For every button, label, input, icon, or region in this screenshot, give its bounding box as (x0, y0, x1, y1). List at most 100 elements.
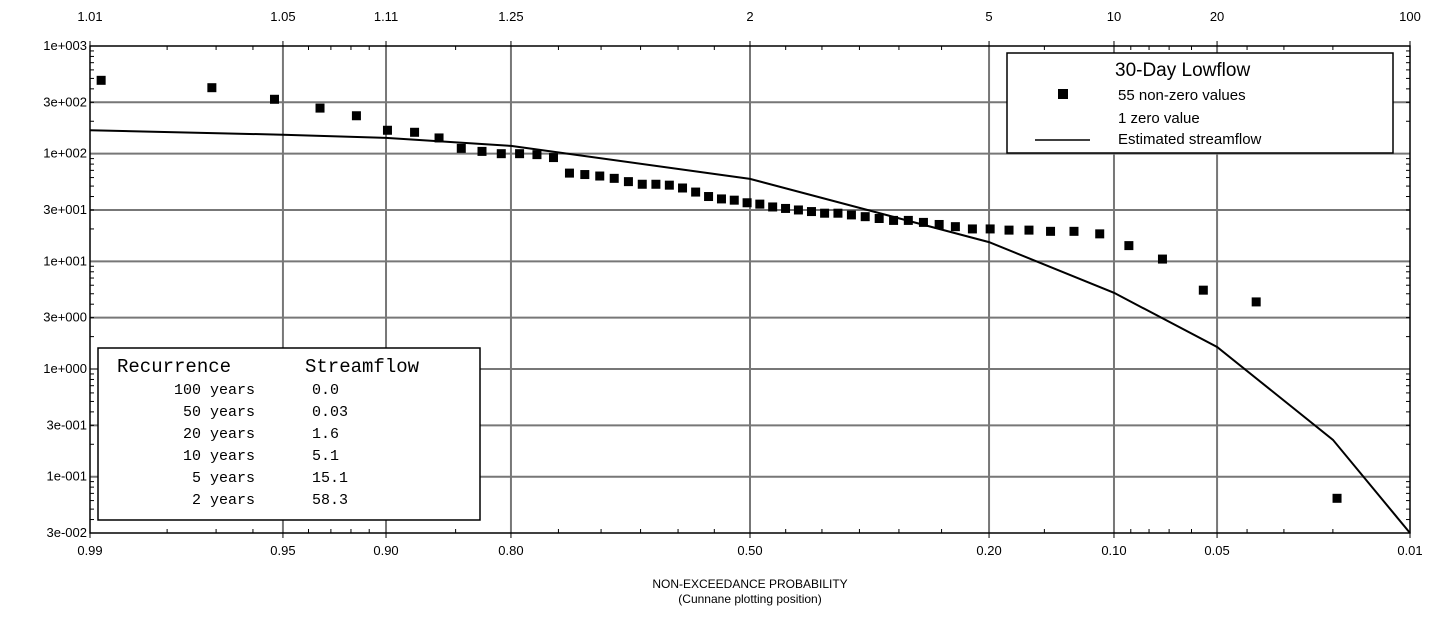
observed-point (595, 171, 605, 181)
observed-point (315, 103, 325, 113)
return-period-tick-label: 20 (1210, 9, 1224, 24)
x-tick-label: 0.99 (77, 543, 102, 558)
observed-point (410, 127, 420, 137)
observed-point (678, 183, 688, 193)
observed-point (564, 168, 574, 178)
legend-estimated-label: Estimated streamflow (1118, 131, 1262, 148)
return-period-tick-label: 1.25 (498, 9, 523, 24)
y-axis: 1e+003 3e+002 1e+002 3e+001 1e+001 3e+000 1e+0… (43, 38, 87, 540)
x-tick-label: 0.90 (373, 543, 398, 558)
observed-point (664, 180, 674, 190)
observed-point (1157, 254, 1167, 264)
observed-point (1332, 493, 1342, 503)
observed-point (1251, 297, 1261, 307)
observed-point (742, 198, 752, 208)
observed-point (889, 215, 899, 225)
observed-point (609, 173, 619, 183)
observed-point (950, 222, 960, 232)
observed-point (716, 194, 726, 204)
observed-point (985, 224, 995, 234)
observed-point (651, 179, 661, 189)
observed-point (755, 199, 765, 209)
observed-point (382, 125, 392, 135)
observed-point (207, 83, 217, 93)
y-tick-label: 3e+002 (43, 94, 87, 109)
observed-point (1124, 241, 1134, 251)
observed-point (806, 207, 816, 217)
observed-point (1024, 225, 1034, 235)
observed-point (860, 212, 870, 222)
legend-observed-marker (1058, 89, 1068, 99)
return-period-tick-label: 1.11 (374, 9, 398, 24)
legend-zero-label: 1 zero value (1118, 110, 1200, 127)
observed-point (1004, 225, 1014, 235)
observed-point (496, 149, 506, 159)
observed-point (351, 111, 361, 121)
y-tick-label: 1e-001 (47, 469, 87, 484)
observed-point (833, 208, 843, 218)
table-cell-recurrence: 5 years (192, 470, 255, 487)
table-cell-streamflow: 5.1 (312, 448, 339, 465)
observed-point (918, 217, 928, 227)
x-axis-subtitle: (Cunnane plotting position) (678, 592, 821, 606)
y-tick-label: 1e+001 (43, 253, 87, 268)
y-tick-label: 3e+000 (43, 310, 87, 325)
recurrence-table: Recurrence Streamflow 100 years 0.0 50 yea… (97, 347, 481, 521)
x-tick-label: 0.50 (737, 543, 762, 558)
minor-ticks (90, 46, 1410, 534)
return-period-tick-label: 100 (1399, 9, 1421, 24)
table-cell-recurrence: 20 years (183, 426, 255, 443)
x-tick-label: 0.95 (270, 543, 295, 558)
observed-point (477, 146, 487, 156)
legend-title: 30-Day Lowflow (1115, 60, 1250, 81)
table-header-streamflow: Streamflow (305, 356, 420, 378)
table-cell-recurrence: 100 years (174, 382, 255, 399)
observed-point (269, 94, 279, 104)
observed-point (532, 150, 542, 160)
y-tick-label: 1e+002 (43, 146, 87, 161)
table-cell-streamflow: 0.03 (312, 404, 348, 421)
table-cell-streamflow: 1.6 (312, 426, 339, 443)
table-rows: 100 years 0.0 50 years 0.03 20 years 1.6 10 ye… (174, 382, 348, 509)
top-axis: 1.01 1.05 1.11 1.25 2 5 10 20 100 (77, 9, 1421, 46)
observed-point (580, 170, 590, 180)
legend-box (1006, 52, 1394, 154)
table-cell-streamflow: 0.0 (312, 382, 339, 399)
x-tick-label: 0.01 (1397, 543, 1422, 558)
y-tick-label: 3e-002 (47, 525, 87, 540)
recurrence-table-box (97, 347, 481, 521)
observed-point (691, 187, 701, 197)
y-tick-label: 1e+003 (43, 38, 87, 53)
return-period-tick-label: 5 (985, 9, 992, 24)
y-tick-label: 3e-001 (47, 417, 87, 432)
x-tick-label: 0.05 (1204, 543, 1229, 558)
return-period-tick-label: 1.05 (270, 9, 295, 24)
observed-point (934, 219, 944, 229)
observed-point (781, 203, 791, 213)
legend-observed-label: 55 non-zero values (1118, 87, 1246, 104)
y-tick-label: 3e+001 (43, 202, 87, 217)
table-cell-streamflow: 58.3 (312, 492, 348, 509)
observed-point (515, 149, 525, 159)
observed-point (768, 202, 778, 212)
observed-point (903, 215, 913, 225)
table-cell-streamflow: 15.1 (312, 470, 348, 487)
observed-point (548, 153, 558, 163)
table-header-recurrence: Recurrence (117, 356, 231, 378)
observed-point (1046, 226, 1056, 236)
table-cell-recurrence: 50 years (183, 404, 255, 421)
observed-point (96, 75, 106, 85)
observed-point (846, 210, 856, 220)
observed-points (96, 75, 1342, 503)
x-tick-label: 0.20 (976, 543, 1001, 558)
return-period-tick-label: 1.01 (77, 9, 102, 24)
x-tick-label: 0.10 (1101, 543, 1126, 558)
observed-point (1198, 285, 1208, 295)
observed-point (456, 143, 466, 153)
observed-point (623, 177, 633, 187)
x-tick-label: 0.80 (498, 543, 523, 558)
table-cell-recurrence: 2 years (192, 492, 255, 509)
bottom-axis: 0.99 0.95 0.90 0.80 0.50 0.20 0.10 0.05 0.01 (77, 533, 1423, 558)
y-tick-label: 1e+000 (43, 361, 87, 376)
